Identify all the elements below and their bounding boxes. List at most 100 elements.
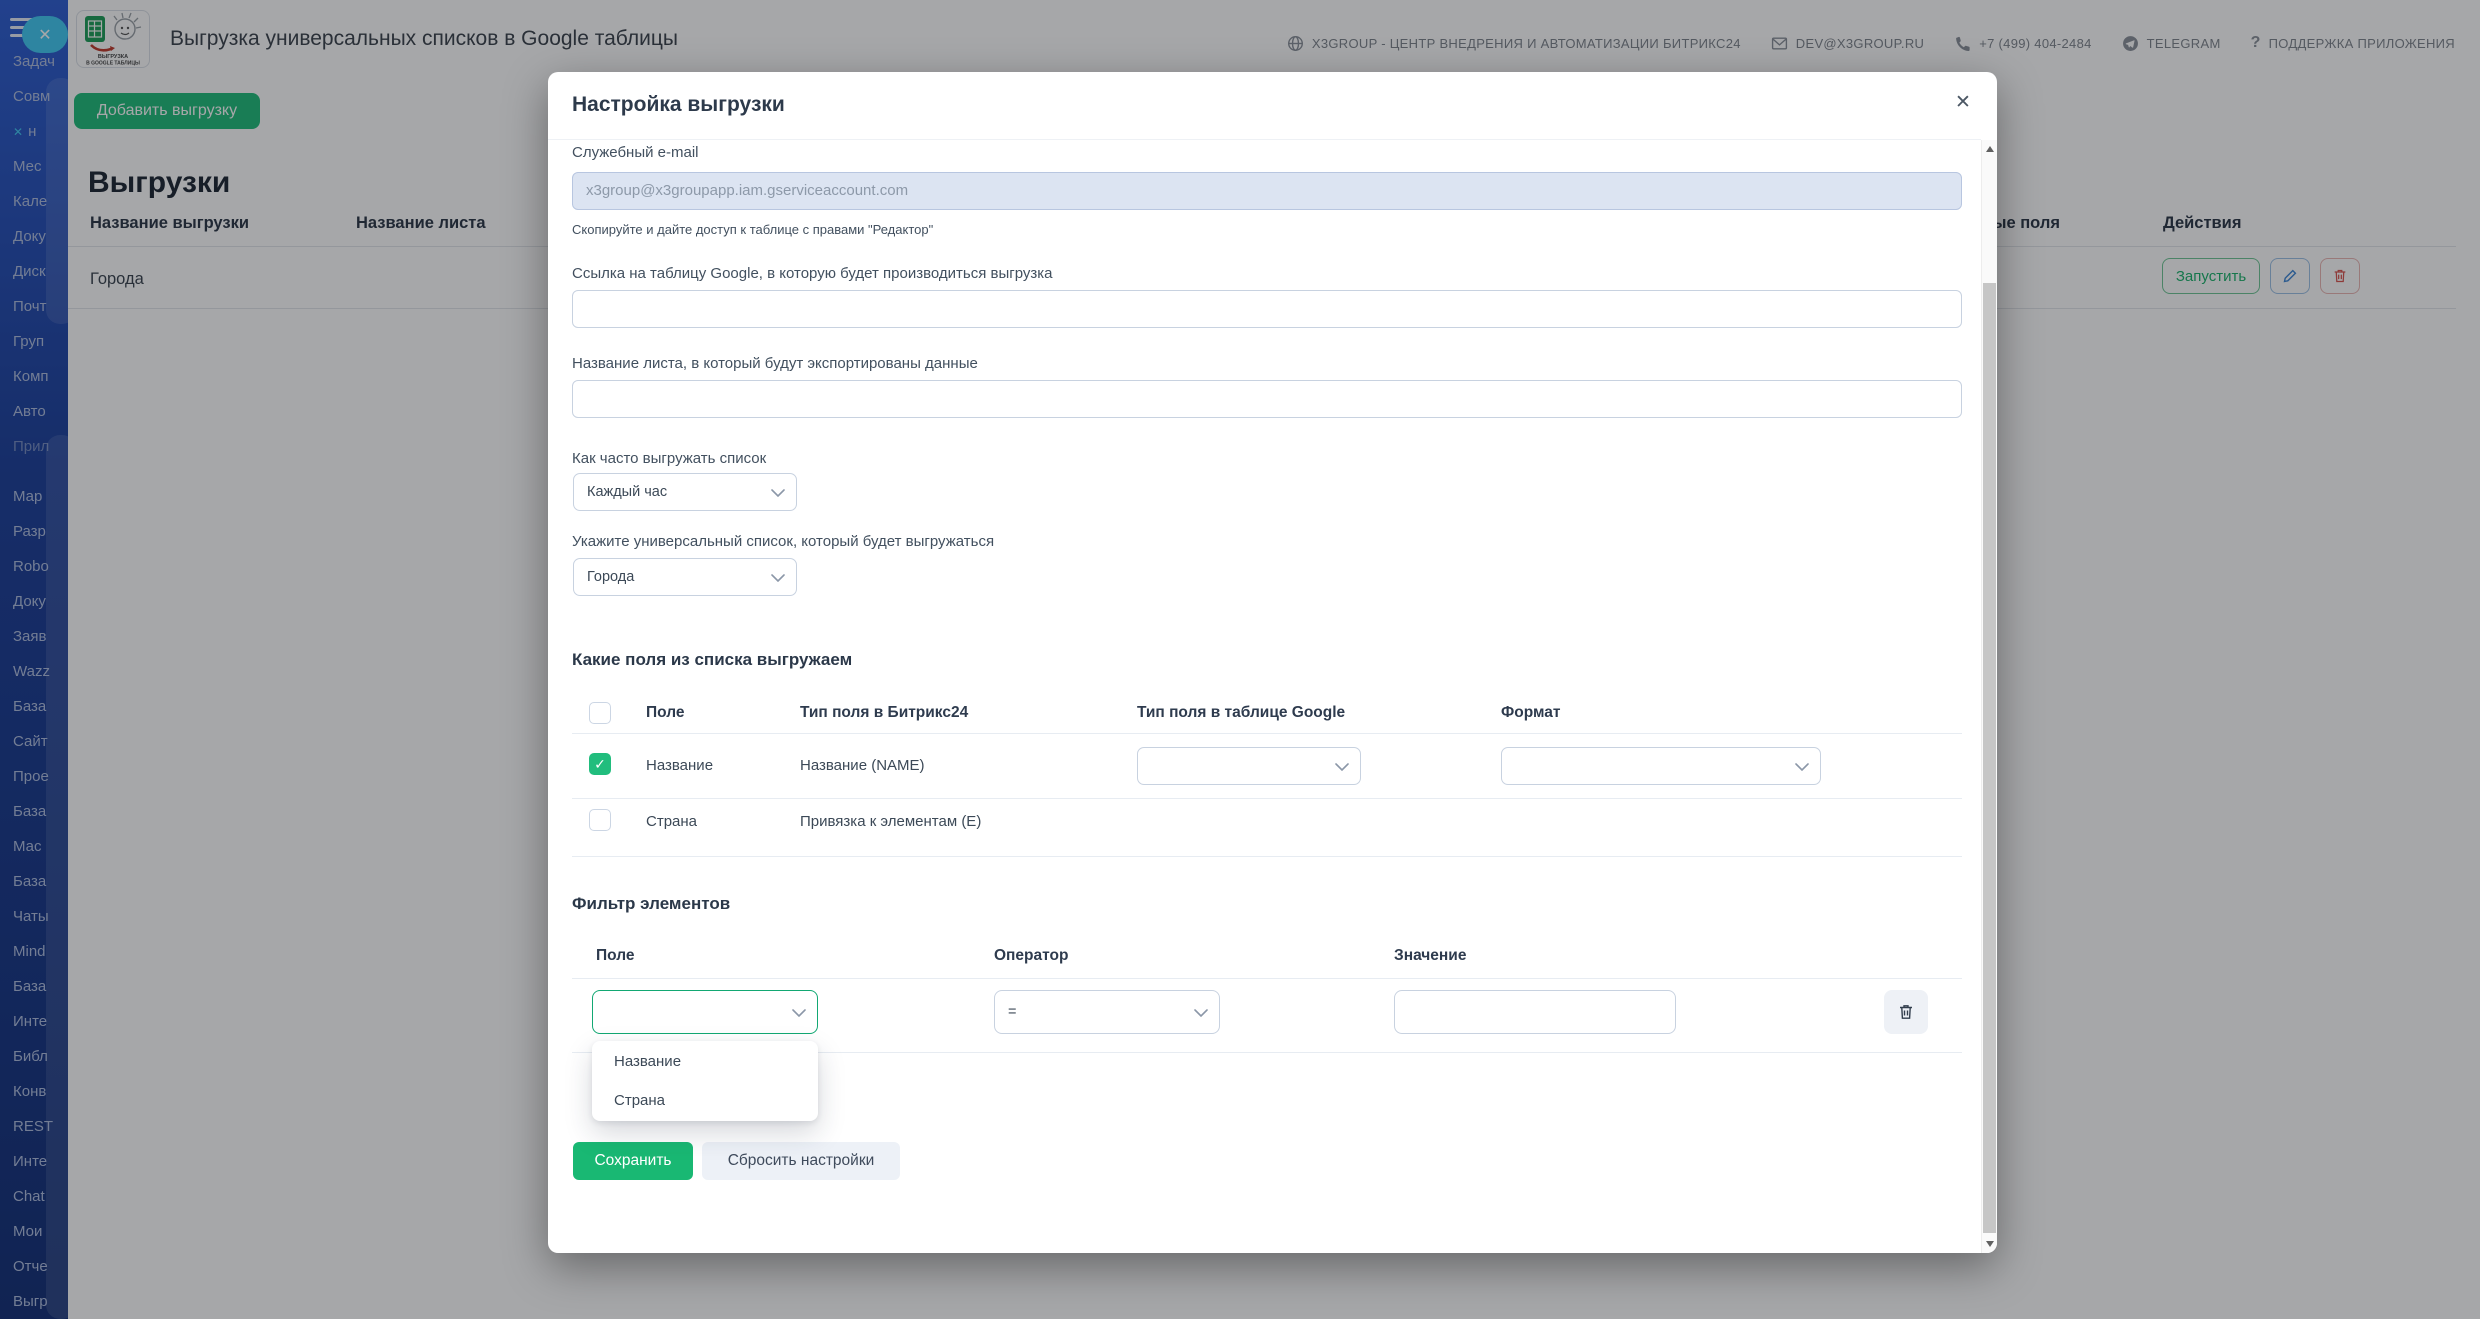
- close-icon[interactable]: ✕: [1949, 88, 1977, 116]
- dropdown-option[interactable]: Страна: [614, 1092, 666, 1109]
- filter-operator-select[interactable]: =: [994, 990, 1220, 1034]
- phone-icon: [1956, 36, 1970, 51]
- modal-header-divider: [548, 139, 1981, 140]
- sidebar-close-button[interactable]: ✕: [22, 16, 68, 53]
- trash-icon: [1900, 1005, 1912, 1019]
- sidebar-item[interactable]: База: [13, 873, 47, 890]
- support-label: ПОДДЕРЖКА ПРИЛОЖЕНИЯ: [2268, 35, 2455, 51]
- sidebar-menu-bottom: Мар Разр Robo Доку Заяв Wazz База Сайт Прое База М…: [0, 479, 68, 1319]
- sidebar-item[interactable]: Мас: [13, 838, 42, 855]
- sidebar-item[interactable]: REST: [13, 1118, 54, 1135]
- bitrix-sidebar: ✕ Задач Совм н Мес Кале Доку Диск Почт Груп Комп А…: [0, 0, 68, 1319]
- sidebar-item[interactable]: Почт: [13, 298, 47, 315]
- sidebar-item[interactable]: База: [13, 978, 47, 995]
- sidebar-item[interactable]: Груп: [13, 333, 45, 350]
- chevron-down-icon: [1194, 1009, 1208, 1017]
- sidebar-item[interactable]: Мар: [13, 488, 43, 505]
- sidebar-item[interactable]: н: [0, 114, 68, 149]
- sidebar-item[interactable]: Чаты: [13, 908, 49, 925]
- sidebar-item[interactable]: Библ: [13, 1048, 48, 1065]
- sidebar-item[interactable]: Комп: [13, 368, 49, 385]
- sidebar-item[interactable]: Доку: [13, 228, 46, 245]
- delete-upload-button[interactable]: [2320, 258, 2360, 294]
- telegram-icon: [2122, 35, 2138, 51]
- globe-icon: [1287, 35, 1303, 51]
- sidebar-item[interactable]: Инте: [13, 1013, 48, 1030]
- service-email-field[interactable]: x3group@x3groupapp.iam.gserviceaccount.c…: [572, 172, 1962, 210]
- frequency-label: Как часто выгружать список: [572, 450, 767, 467]
- sidebar-item[interactable]: Мои: [13, 1223, 43, 1240]
- page-title: Выгрузка универсальных списков в Google …: [170, 27, 678, 50]
- phone-link[interactable]: +7 (499) 404-2484: [1954, 35, 2091, 52]
- sidebar-item[interactable]: Сайт: [13, 733, 48, 750]
- sidebar-item[interactable]: Инте: [13, 1153, 48, 1170]
- sidebar-item[interactable]: Mind: [13, 943, 46, 960]
- reset-button[interactable]: Сбросить настройки: [702, 1142, 900, 1180]
- upload-settings-modal: Настройка выгрузки ✕ Служебный e-mail x3…: [548, 72, 1997, 1253]
- email-link[interactable]: DEV@X3GROUP.RU: [1771, 35, 1924, 52]
- format-select[interactable]: [1501, 747, 1821, 785]
- filter-field-dropdown: Название Страна: [592, 1041, 818, 1121]
- remove-filter-button[interactable]: [1884, 990, 1928, 1034]
- company-label: X3GROUP - ЦЕНТР ВНЕДРЕНИЯ И АВТОМАТИЗАЦИ…: [1311, 35, 1741, 51]
- sidebar-item[interactable]: Задач: [13, 53, 55, 70]
- sidebar-item[interactable]: Доку: [13, 593, 46, 610]
- sidebar-item[interactable]: Разр: [13, 523, 46, 540]
- uploads-heading: Выгрузки: [88, 166, 231, 200]
- run-upload-button[interactable]: Запустить: [2162, 258, 2260, 294]
- filter-divider: [572, 1052, 1962, 1053]
- sidebar-item[interactable]: Прое: [13, 768, 49, 785]
- help-icon: ?: [2250, 34, 2261, 51]
- add-upload-button[interactable]: Добавить выгрузку: [74, 93, 260, 129]
- service-email-hint: Скопируйте и дайте доступ к таблице с пр…: [572, 222, 934, 237]
- filter-field-select[interactable]: [592, 990, 818, 1034]
- sidebar-item[interactable]: База: [13, 698, 47, 715]
- telegram-link[interactable]: TELEGRAM: [2122, 35, 2221, 52]
- company-link[interactable]: X3GROUP - ЦЕНТР ВНЕДРЕНИЯ И АВТОМАТИЗАЦИ…: [1287, 35, 1741, 52]
- sidebar-item[interactable]: Wazz: [13, 663, 50, 680]
- sidebar-item[interactable]: Конв: [13, 1083, 47, 1100]
- sidebar-item[interactable]: Кале: [13, 193, 48, 210]
- edit-upload-button[interactable]: [2270, 258, 2310, 294]
- svg-text:В GOOGLE ТАБЛИЦЫ: В GOOGLE ТАБЛИЦЫ: [86, 61, 140, 67]
- field-checkbox-name[interactable]: ✓: [589, 753, 611, 775]
- scroll-up-icon[interactable]: [1986, 146, 1994, 152]
- sidebar-item[interactable]: Диск: [13, 263, 46, 280]
- select-all-checkbox[interactable]: [589, 702, 611, 724]
- sidebar-item[interactable]: База: [13, 803, 47, 820]
- modal-scrollbar[interactable]: [1981, 140, 1997, 1253]
- sidebar-item[interactable]: Совм: [13, 88, 51, 105]
- sidebar-item[interactable]: Прил: [13, 438, 50, 455]
- filter-col-value: Значение: [1394, 947, 1467, 964]
- list-value: Города: [587, 569, 635, 585]
- sheet-name-input[interactable]: [572, 380, 1962, 418]
- filter-value-input[interactable]: [1394, 990, 1676, 1034]
- dropdown-option[interactable]: Название: [614, 1053, 682, 1070]
- sidebar-item[interactable]: Заяв: [13, 628, 47, 645]
- sidebar-item[interactable]: Выгр: [13, 1293, 48, 1310]
- support-link[interactable]: ? ПОДДЕРЖКА ПРИЛОЖЕНИЯ: [2251, 34, 2455, 52]
- sheet-url-label: Ссылка на таблицу Google, в которую буде…: [572, 265, 1053, 282]
- sidebar-item[interactable]: Мес: [13, 158, 42, 175]
- mail-icon: [1771, 36, 1787, 50]
- fields-col-field: Поле: [646, 704, 685, 721]
- list-select[interactable]: Города: [573, 558, 797, 596]
- save-button[interactable]: Сохранить: [573, 1142, 693, 1180]
- field-name: Страна: [646, 813, 698, 830]
- field-checkbox-country[interactable]: [589, 809, 611, 831]
- sidebar-item[interactable]: Robo: [13, 558, 49, 575]
- filter-col-field: Поле: [596, 947, 635, 964]
- sidebar-item[interactable]: Chat: [13, 1188, 45, 1205]
- scroll-down-icon[interactable]: [1986, 1241, 1994, 1247]
- sidebar-item[interactable]: Авто: [13, 403, 46, 420]
- fields-col-google-type: Тип поля в таблице Google: [1137, 704, 1346, 721]
- field-name: Название: [646, 757, 714, 774]
- frequency-select[interactable]: Каждый час: [573, 473, 797, 511]
- service-email-label: Служебный e-mail: [572, 144, 699, 161]
- sidebar-item[interactable]: Отче: [13, 1258, 48, 1275]
- google-type-select[interactable]: [1137, 747, 1361, 785]
- sheet-url-input[interactable]: [572, 290, 1962, 328]
- scrollbar-thumb[interactable]: [1983, 283, 1996, 1233]
- chevron-down-icon: [792, 1009, 806, 1017]
